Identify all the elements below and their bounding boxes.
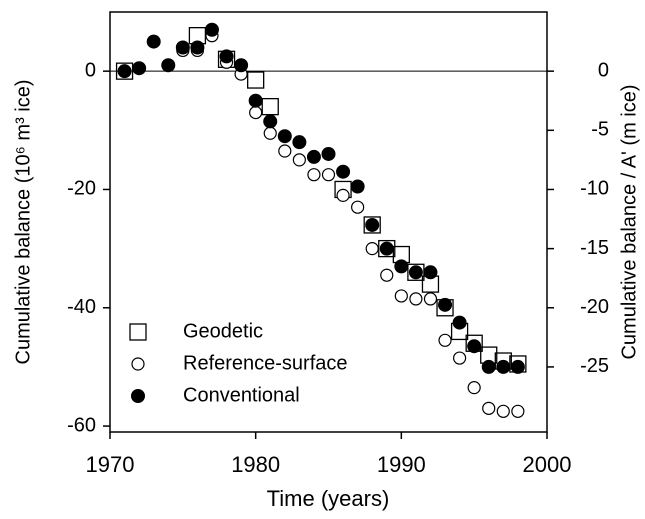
legend-label: Conventional	[183, 384, 300, 406]
marker	[278, 144, 292, 158]
y2-tick-label: -10	[580, 178, 609, 200]
marker	[249, 105, 263, 120]
marker	[365, 217, 380, 232]
marker	[336, 164, 351, 179]
marker	[423, 265, 438, 280]
y2-tick-label: -15	[580, 237, 609, 259]
marker	[511, 404, 525, 418]
marker	[292, 135, 307, 150]
y2-tick-label: 0	[598, 59, 609, 81]
marker	[394, 259, 409, 274]
marker	[248, 93, 263, 108]
y-tick-label: -40	[67, 296, 96, 318]
x-axis-label: Time (years)	[267, 486, 390, 511]
marker	[350, 179, 365, 194]
marker	[365, 242, 379, 256]
marker	[423, 292, 438, 306]
marker	[409, 292, 423, 306]
marker	[467, 339, 482, 354]
marker	[379, 241, 394, 256]
marker	[146, 34, 161, 49]
marker	[234, 58, 249, 73]
marker	[307, 168, 321, 182]
marker	[496, 359, 511, 374]
marker	[247, 71, 265, 89]
marker	[467, 381, 481, 395]
x-tick-label: 1970	[86, 452, 135, 477]
marker	[161, 58, 176, 73]
plot-frame	[109, 11, 548, 433]
y-tick-label: -60	[67, 414, 96, 436]
marker	[219, 49, 234, 64]
marker	[336, 188, 350, 202]
marker	[306, 149, 321, 164]
marker	[453, 351, 467, 365]
legend-label: Reference-surface	[183, 352, 348, 374]
y2-tick-label: -20	[580, 296, 609, 318]
marker	[321, 146, 336, 161]
marker	[363, 216, 381, 234]
marker	[175, 40, 190, 55]
marker	[115, 62, 134, 80]
marker	[482, 401, 496, 415]
y2-axis-label: Cumulative balance / A' (m ice)	[618, 84, 640, 359]
marker	[438, 333, 452, 347]
marker	[129, 323, 147, 341]
y-axis-label: Cumulative balance (10⁶ m³ ice)	[12, 79, 34, 364]
marker	[481, 359, 496, 374]
y-tick-label: -20	[67, 178, 96, 200]
marker	[132, 61, 147, 76]
x-tick-label: 1990	[377, 452, 426, 477]
marker	[408, 265, 423, 280]
marker	[117, 64, 132, 79]
marker	[394, 289, 408, 303]
marker	[438, 297, 453, 312]
marker	[292, 153, 306, 167]
y-tick-label: 0	[85, 59, 96, 81]
marker	[351, 200, 365, 214]
marker	[321, 168, 336, 182]
legend-label: Geodetic	[183, 320, 263, 342]
marker	[263, 126, 277, 140]
marker	[510, 359, 525, 374]
marker	[131, 389, 145, 403]
marker	[190, 40, 205, 55]
marker	[452, 315, 467, 330]
marker	[380, 268, 394, 282]
y2-tick-label: -5	[591, 119, 609, 141]
marker	[204, 22, 219, 37]
marker	[261, 97, 279, 116]
x-tick-label: 1980	[231, 452, 280, 477]
marker	[131, 357, 145, 371]
marker	[496, 404, 510, 418]
x-tick-label: 2000	[523, 452, 572, 477]
y2-tick-label: -25	[580, 355, 609, 377]
marker	[277, 129, 292, 144]
marker	[263, 114, 278, 129]
